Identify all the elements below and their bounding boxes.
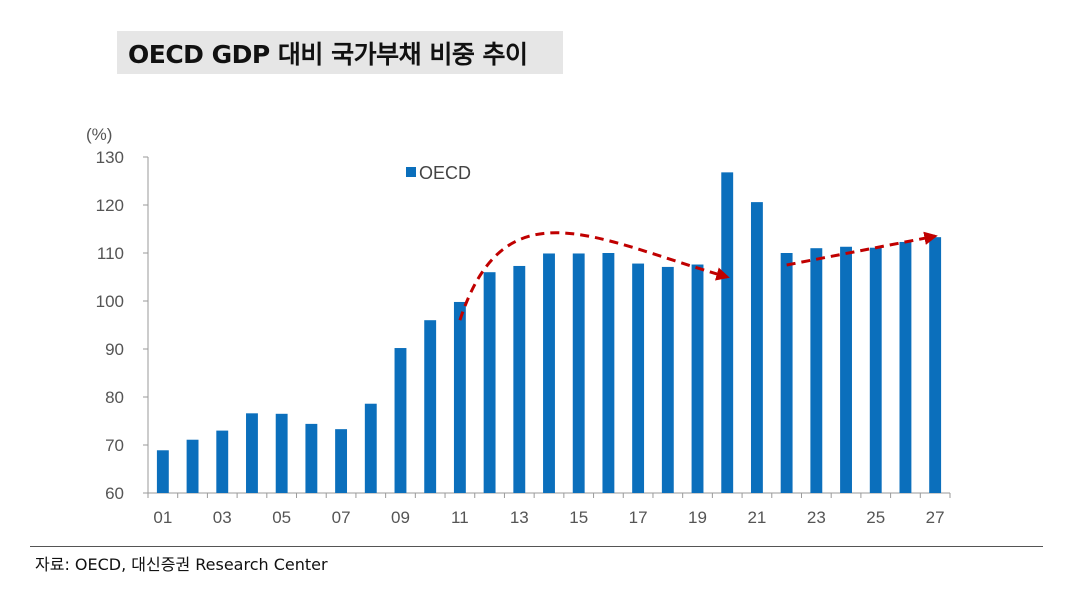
bar-03 bbox=[216, 430, 229, 493]
bar-13 bbox=[513, 265, 526, 493]
trend-arrow-1 bbox=[458, 231, 730, 321]
legend-swatch bbox=[406, 167, 416, 177]
x-tick-label: 19 bbox=[688, 508, 707, 527]
bar-26 bbox=[899, 241, 912, 493]
bar-10 bbox=[424, 320, 437, 493]
source-note: 자료: OECD, 대신증권 Research Center bbox=[35, 555, 328, 574]
x-tick-label: 05 bbox=[272, 508, 291, 527]
y-tick-label: 100 bbox=[96, 292, 124, 311]
bar-18 bbox=[661, 266, 674, 493]
x-tick-label: 23 bbox=[807, 508, 826, 527]
bar-02 bbox=[186, 439, 199, 493]
y-tick-label: 130 bbox=[96, 148, 124, 167]
bar-22 bbox=[780, 253, 793, 493]
x-tick-label: 27 bbox=[926, 508, 945, 527]
bar-chart: 60 70 80 90 100 110 120 130 (%) 01 03 05 07 09 11 13 15 1… bbox=[86, 125, 951, 527]
source-divider bbox=[30, 546, 1043, 547]
y-tick-label: 90 bbox=[105, 340, 124, 359]
legend-label: OECD bbox=[419, 163, 471, 183]
bar-12 bbox=[483, 272, 496, 493]
y-tick-label: 80 bbox=[105, 388, 124, 407]
bar-25 bbox=[869, 247, 882, 493]
x-tick-label: 11 bbox=[451, 508, 469, 527]
bar-04 bbox=[246, 413, 258, 493]
bar-24 bbox=[840, 246, 852, 493]
bar-09 bbox=[394, 348, 407, 493]
bar-07 bbox=[335, 429, 348, 493]
bar-14 bbox=[543, 253, 555, 493]
x-tick-label: 15 bbox=[569, 508, 588, 527]
bar-08 bbox=[364, 403, 377, 493]
y-tick-label: 120 bbox=[96, 196, 124, 215]
bar-01 bbox=[156, 450, 169, 493]
bar-27 bbox=[929, 237, 942, 493]
bar-06 bbox=[305, 423, 318, 493]
y-tick-label: 110 bbox=[97, 244, 124, 263]
x-tick-label: 03 bbox=[213, 508, 232, 527]
x-tick-label: 25 bbox=[866, 508, 885, 527]
bar-20 bbox=[721, 172, 734, 494]
x-tick-label: 21 bbox=[747, 508, 766, 527]
x-tick-label: 17 bbox=[629, 508, 648, 527]
trend-arrow-2 bbox=[786, 231, 938, 267]
bar-11 bbox=[453, 301, 466, 493]
x-tick-label: 01 bbox=[153, 508, 172, 527]
bar-16 bbox=[602, 253, 615, 493]
bar-23 bbox=[810, 248, 823, 493]
bar-05 bbox=[275, 413, 288, 493]
y-tick-label: 70 bbox=[105, 436, 124, 455]
bar-19 bbox=[691, 264, 704, 493]
chart-title: OECD GDP 대비 국가부채 비중 추이 bbox=[128, 39, 528, 69]
bar-21 bbox=[750, 202, 763, 493]
y-unit-label: (%) bbox=[86, 125, 112, 144]
x-tick-label: 09 bbox=[391, 508, 410, 527]
x-tick-label: 13 bbox=[510, 508, 529, 527]
y-tick-label: 60 bbox=[105, 484, 124, 503]
x-tick-label: 07 bbox=[332, 508, 351, 527]
bar-15 bbox=[572, 253, 585, 493]
chart-title-box: OECD GDP 대비 국가부채 비중 추이 bbox=[117, 31, 563, 74]
bar-17 bbox=[632, 263, 645, 493]
